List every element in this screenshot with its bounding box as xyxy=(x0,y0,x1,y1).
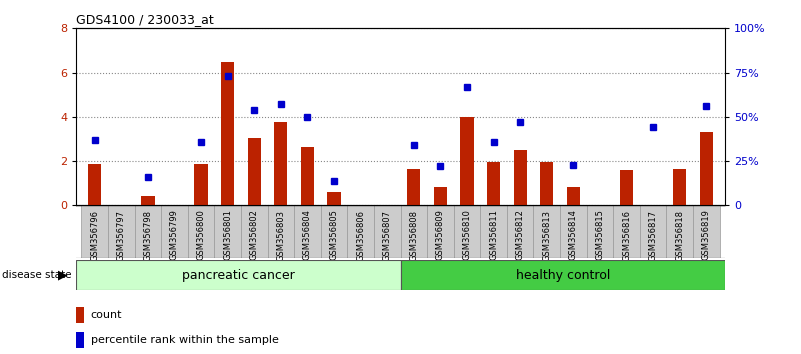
Bar xyxy=(407,169,421,205)
Bar xyxy=(76,332,84,348)
Bar xyxy=(82,205,108,258)
Bar xyxy=(294,205,320,258)
Bar xyxy=(241,205,268,258)
Bar xyxy=(640,205,666,258)
Bar xyxy=(76,307,84,323)
Text: GSM356804: GSM356804 xyxy=(303,210,312,261)
Bar xyxy=(461,117,473,205)
Bar xyxy=(666,205,693,258)
Text: GDS4100 / 230033_at: GDS4100 / 230033_at xyxy=(76,13,214,26)
Text: GSM356816: GSM356816 xyxy=(622,210,631,261)
Bar xyxy=(374,205,400,258)
Text: GSM356806: GSM356806 xyxy=(356,210,365,261)
Bar xyxy=(215,205,241,258)
Text: percentile rank within the sample: percentile rank within the sample xyxy=(91,335,279,346)
Bar xyxy=(195,164,207,205)
Bar xyxy=(268,205,294,258)
Text: GSM356800: GSM356800 xyxy=(196,210,206,261)
Bar xyxy=(76,260,400,290)
Bar xyxy=(274,122,288,205)
Text: healthy control: healthy control xyxy=(516,269,610,282)
Bar xyxy=(301,147,314,205)
Bar xyxy=(693,205,719,258)
Text: GSM356807: GSM356807 xyxy=(383,210,392,261)
Bar xyxy=(400,205,427,258)
Text: GSM356817: GSM356817 xyxy=(649,210,658,261)
Bar xyxy=(487,162,500,205)
Bar xyxy=(614,205,640,258)
Bar xyxy=(135,205,161,258)
Bar xyxy=(507,205,533,258)
Bar xyxy=(673,169,686,205)
Text: GSM356810: GSM356810 xyxy=(462,210,472,261)
Text: GSM356808: GSM356808 xyxy=(409,210,418,261)
Bar xyxy=(348,205,374,258)
Bar xyxy=(566,187,580,205)
Bar xyxy=(187,205,215,258)
Text: count: count xyxy=(91,310,123,320)
Bar xyxy=(560,205,586,258)
Text: GSM356802: GSM356802 xyxy=(250,210,259,261)
Bar xyxy=(221,62,235,205)
Text: GSM356801: GSM356801 xyxy=(223,210,232,261)
Bar xyxy=(533,205,560,258)
Text: GSM356803: GSM356803 xyxy=(276,210,285,261)
Bar xyxy=(427,205,453,258)
Text: GSM356811: GSM356811 xyxy=(489,210,498,261)
Text: ▶: ▶ xyxy=(58,269,68,282)
Text: GSM356812: GSM356812 xyxy=(516,210,525,261)
Bar xyxy=(433,187,447,205)
Text: GSM356813: GSM356813 xyxy=(542,210,551,261)
Text: pancreatic cancer: pancreatic cancer xyxy=(182,269,295,282)
Bar xyxy=(620,170,633,205)
Text: GSM356818: GSM356818 xyxy=(675,210,684,261)
Bar xyxy=(586,205,614,258)
Text: GSM356798: GSM356798 xyxy=(143,210,152,261)
Bar xyxy=(320,205,348,258)
Bar xyxy=(481,205,507,258)
Bar xyxy=(141,196,155,205)
Text: GSM356797: GSM356797 xyxy=(117,210,126,261)
Text: GSM356819: GSM356819 xyxy=(702,210,710,261)
Bar xyxy=(400,260,725,290)
Text: GSM356809: GSM356809 xyxy=(436,210,445,261)
Bar xyxy=(108,205,135,258)
Text: GSM356799: GSM356799 xyxy=(170,210,179,261)
Bar xyxy=(88,164,102,205)
Bar xyxy=(513,150,527,205)
Text: disease state: disease state xyxy=(2,270,71,280)
Bar xyxy=(453,205,481,258)
Bar xyxy=(161,205,187,258)
Bar xyxy=(328,192,340,205)
Text: GSM356815: GSM356815 xyxy=(595,210,605,261)
Bar xyxy=(540,162,553,205)
Text: GSM356805: GSM356805 xyxy=(329,210,339,261)
Bar xyxy=(248,138,261,205)
Text: GSM356796: GSM356796 xyxy=(91,210,99,261)
Text: GSM356814: GSM356814 xyxy=(569,210,578,261)
Bar xyxy=(699,132,713,205)
